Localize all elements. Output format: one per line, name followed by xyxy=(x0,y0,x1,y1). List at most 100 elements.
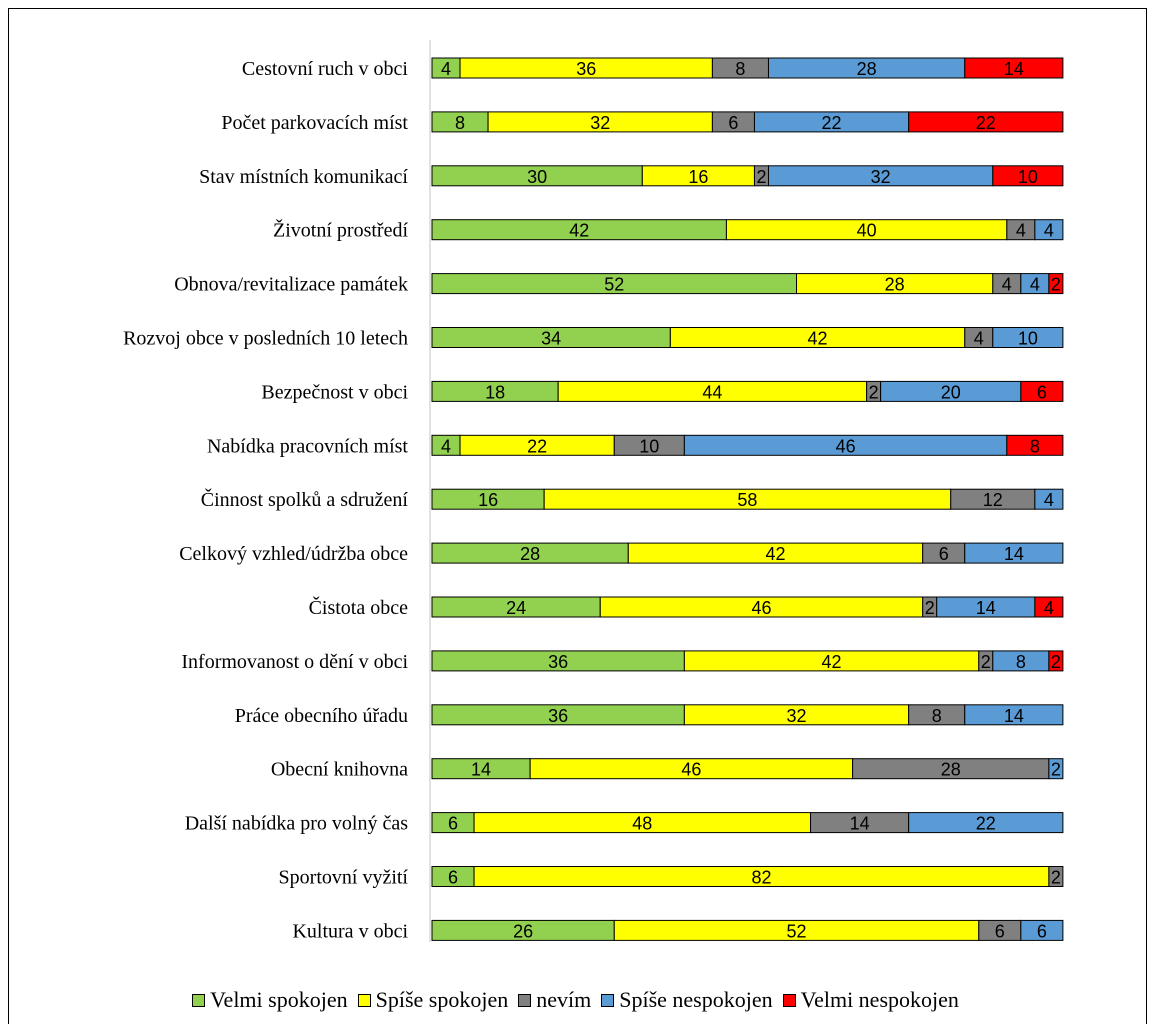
data-label: 4 xyxy=(441,59,451,79)
legend-label: nevím xyxy=(536,987,592,1012)
legend-swatch xyxy=(357,993,371,1007)
data-label: 10 xyxy=(1018,329,1038,349)
data-label: 14 xyxy=(1004,706,1024,726)
legend-item: Spíše nespokojen xyxy=(601,987,773,1013)
data-label: 2 xyxy=(1051,868,1061,888)
data-label: 6 xyxy=(728,113,738,133)
data-label: 4 xyxy=(1016,221,1026,241)
bar-segment xyxy=(964,704,1064,726)
bar-segment xyxy=(1048,650,1064,672)
legend-label: Spíše spokojen xyxy=(375,987,509,1012)
bar-segment xyxy=(1048,758,1064,780)
data-label: 58 xyxy=(737,490,757,510)
legend-swatch xyxy=(601,993,615,1007)
category-label: Čistota obce xyxy=(309,595,409,619)
data-label: 52 xyxy=(787,921,807,941)
data-label: 22 xyxy=(976,814,996,834)
bar-segment xyxy=(1034,488,1064,510)
data-label: 34 xyxy=(541,329,561,349)
data-label: 20 xyxy=(941,382,961,402)
legend-item: Velmi nespokojen xyxy=(782,987,959,1013)
category-label: Nabídka pracovních míst xyxy=(207,435,408,457)
category-label: Obnova/revitalizace památek xyxy=(174,274,408,296)
data-label: 4 xyxy=(1044,221,1054,241)
data-label: 42 xyxy=(822,652,842,672)
bar-segment xyxy=(1020,919,1064,941)
data-label: 6 xyxy=(995,921,1005,941)
data-label: 6 xyxy=(448,814,458,834)
legend-label: Spíše nespokojen xyxy=(619,987,773,1012)
data-label: 28 xyxy=(885,275,905,295)
data-label: 22 xyxy=(976,113,996,133)
data-label: 44 xyxy=(702,382,722,402)
legend-item: nevím xyxy=(518,987,591,1013)
legend-item: Velmi spokojen xyxy=(192,987,348,1013)
data-label: 14 xyxy=(850,814,870,834)
category-label: Informovanost o dění v obci xyxy=(181,651,408,673)
category-label: Bezpečnost v obci xyxy=(261,381,408,403)
data-label: 42 xyxy=(765,544,785,564)
data-label: 32 xyxy=(590,113,610,133)
data-label: 2 xyxy=(925,598,935,618)
data-label: 12 xyxy=(983,490,1003,510)
data-label: 42 xyxy=(569,221,589,241)
data-label: 46 xyxy=(836,436,856,456)
data-label: 14 xyxy=(1004,544,1024,564)
data-label: 4 xyxy=(1044,598,1054,618)
data-label: 4 xyxy=(974,329,984,349)
data-label: 40 xyxy=(857,221,877,241)
data-label: 16 xyxy=(688,167,708,187)
legend-item: Spíše spokojen xyxy=(357,987,509,1013)
data-label: 4 xyxy=(1002,275,1012,295)
bar-segment xyxy=(1048,866,1064,887)
category-label: Cestovní ruch v obci xyxy=(242,58,409,80)
legend-label: Velmi spokojen xyxy=(210,987,348,1012)
bar-segment xyxy=(1006,434,1064,456)
data-label: 82 xyxy=(751,868,771,888)
data-label: 28 xyxy=(857,59,877,79)
legend-label: Velmi nespokojen xyxy=(800,987,959,1012)
data-label: 6 xyxy=(448,868,458,888)
category-label: Sportovní vyžití xyxy=(279,867,409,889)
bar-segment xyxy=(1034,219,1064,241)
bar-segment xyxy=(992,165,1064,187)
data-label: 4 xyxy=(1030,275,1040,295)
bar-segment xyxy=(992,327,1064,348)
data-label: 8 xyxy=(735,59,745,79)
data-label: 14 xyxy=(471,760,491,780)
data-label: 28 xyxy=(520,544,540,564)
bar-segment xyxy=(1048,273,1064,295)
data-label: 6 xyxy=(1037,382,1047,402)
data-label: 14 xyxy=(976,598,996,618)
category-label: Počet parkovacích míst xyxy=(221,112,408,134)
data-label: 10 xyxy=(639,436,659,456)
data-label: 32 xyxy=(787,706,807,726)
bar-segment xyxy=(1020,380,1064,402)
chart-legend: Velmi spokojen Spíše spokojen nevím Spíše n… xyxy=(0,983,1151,1017)
data-label: 2 xyxy=(1051,760,1061,780)
data-label: 2 xyxy=(981,652,991,672)
data-label: 26 xyxy=(513,921,533,941)
category-label: Kultura v obci xyxy=(292,920,408,942)
data-label: 46 xyxy=(681,760,701,780)
legend-swatch xyxy=(518,993,532,1007)
data-label: 6 xyxy=(939,544,949,564)
data-label: 42 xyxy=(808,329,828,349)
category-label: Stav místních komunikací xyxy=(199,166,408,188)
data-label: 4 xyxy=(1044,490,1054,510)
data-label: 2 xyxy=(1051,652,1061,672)
data-label: 8 xyxy=(1016,652,1026,672)
data-label: 8 xyxy=(932,706,942,726)
data-label: 4 xyxy=(441,436,451,456)
bar-segment xyxy=(908,111,1064,133)
data-label: 36 xyxy=(548,706,568,726)
data-label: 22 xyxy=(527,436,547,456)
data-label: 46 xyxy=(751,598,771,618)
category-label: Činnost spolků a sdružení xyxy=(201,487,409,511)
category-label: Rozvoj obce v posledních 10 letech xyxy=(123,328,408,350)
bar-segment xyxy=(964,542,1064,564)
bar-segment xyxy=(1034,596,1064,618)
data-label: 8 xyxy=(455,113,465,133)
data-label: 30 xyxy=(527,167,547,187)
